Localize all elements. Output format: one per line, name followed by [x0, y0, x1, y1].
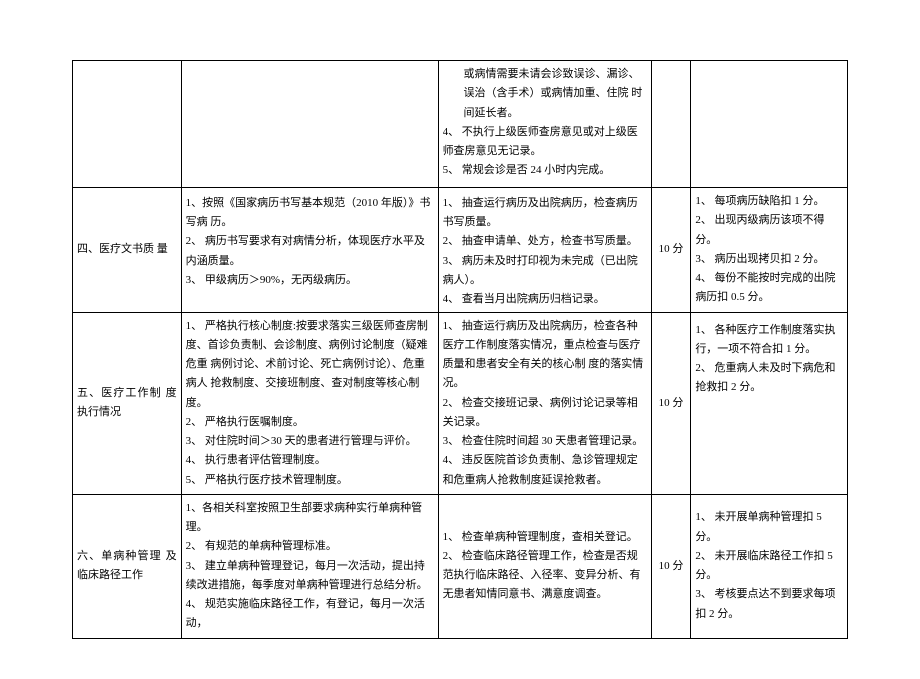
cell-index: 五、医疗工作制 度执行情况: [73, 312, 182, 494]
index-label: 六、单病种管理 及临床路径工作: [77, 550, 177, 581]
check-item: 4、 查看当月出院病历归档记录。: [443, 290, 647, 306]
check-item: 2、 抽查申请单、处方，检查书写质量。: [443, 232, 647, 251]
standard-item: 2、 严格执行医嘱制度。: [186, 413, 434, 432]
check-item: 1、 抽查运行病历及出院病历，检查各种医疗工作制度落实情况，重点检查与医疗质量和…: [443, 317, 647, 394]
cell-check: 或病情需要未请会诊致误诊、漏诊、误治（含手术）或病情加重、住院 时间延长者。 4…: [438, 61, 651, 188]
cell-deduct: 1、 各种医疗工作制度落实执行，一项不符合扣 1 分。 2、 危重病人未及时下病…: [691, 312, 848, 494]
standard-item: 4、 规范实施临床路径工作，有登记，每月一次活动，: [186, 595, 434, 634]
cell-check: 1、 检查单病种管理制度，查相关登记。 2、 检查临床路径管理工作，检查是否规范…: [438, 494, 651, 638]
index-label: 五、医疗工作制 度执行情况: [77, 387, 177, 418]
score-value: 10 分: [659, 560, 684, 572]
index-label: 四、医疗文书质 量: [77, 243, 168, 255]
standard-item: 3、 建立单病种管理登记，每月一次活动，提出持续改进措施，每季度对单病种管理进行…: [186, 557, 434, 596]
deduct-item: 3、 考核要点达不到要求每项扣 2 分。: [695, 585, 843, 624]
check-item: 2、 检查交接班记录、病例讨论记录等相关记录。: [443, 394, 647, 433]
cell-deduct: 1、 未开展单病种管理扣 5 分。 2、 未开展临床路径工作扣 5 分。 3、 …: [691, 494, 848, 638]
cell-index: [73, 61, 182, 188]
deduct-item: 2、 未开展临床路径工作扣 5 分。: [695, 547, 843, 586]
cell-standard: [181, 61, 438, 188]
table-row: 五、医疗工作制 度执行情况 1、 严格执行核心制度:按要求落实三级医师查房制度、…: [73, 312, 848, 494]
standard-item: 5、 严格执行医疗技术管理制度。: [186, 471, 434, 490]
deduct-item: 1、 各种医疗工作制度落实执行，一项不符合扣 1 分。: [695, 321, 843, 360]
score-value: 10 分: [659, 397, 684, 409]
check-item: 2、 检查临床路径管理工作，检查是否规范执行临床路径、入径率、变异分析、有无患者…: [443, 547, 647, 605]
score-value: 10 分: [659, 243, 684, 255]
cell-check: 1、 抽查运行病历及出院病历，检查病历书写质量。 2、 抽查申请单、处方，检查书…: [438, 188, 651, 313]
cell-score: 10 分: [651, 312, 691, 494]
check-item-text: 或病情需要未请会诊致误诊、漏诊、误治（含手术）或病情加重、住院 时间延长者。: [463, 68, 642, 119]
cell-score: [651, 61, 691, 188]
check-item-text: 4、 不执行上级医师查房意见或对上级医师查房意见无记录。: [443, 123, 647, 162]
standard-item: 4、 执行患者评估管理制度。: [186, 451, 434, 470]
standard-item: 2、 病历书写要求有对病情分析，体现医疗水平及内涵质量。: [186, 232, 434, 271]
cell-deduct: [691, 61, 848, 188]
standard-item: 3、 甲级病历＞90%，无丙级病历。: [186, 271, 434, 290]
check-item: 3、 病历未及时打印视为未完成（已出院病人）。: [443, 252, 647, 291]
cell-standard: 1、按照《国家病历书写基本规范（2010 年版）》书写病 历。 2、 病历书写要…: [181, 188, 438, 313]
cell-score: 10 分: [651, 494, 691, 638]
cell-standard: 1、各相关科室按照卫生部要求病种实行单病种管理。 2、 有规范的单病种管理标准。…: [181, 494, 438, 638]
deduct-item: 1、 未开展单病种管理扣 5 分。: [695, 508, 843, 547]
check-item: 1、 检查单病种管理制度，查相关登记。: [443, 528, 647, 547]
standard-item: 1、 严格执行核心制度:按要求落实三级医师查房制度、首诊负责制、会诊制度、病例讨…: [186, 317, 434, 413]
standard-item: 3、 对住院时间＞30 天的患者进行管理与评价。: [186, 432, 434, 451]
deduct-item: 3、 病历出现拷贝扣 2 分。: [695, 250, 843, 269]
standard-item: 1、按照《国家病历书写基本规范（2010 年版）》书写病 历。: [186, 194, 434, 233]
cell-score: 10 分: [651, 188, 691, 313]
cell-index: 六、单病种管理 及临床路径工作: [73, 494, 182, 638]
cell-deduct: 1、 每项病历缺陷扣 1 分。 2、 出现丙级病历该项不得分。 3、 病历出现拷…: [691, 188, 848, 313]
table-row: 六、单病种管理 及临床路径工作 1、各相关科室按照卫生部要求病种实行单病种管理。…: [73, 494, 848, 638]
check-item-text: 5、 常规会诊是否 24 小时内完成。: [443, 161, 647, 180]
deduct-item: 1、 每项病历缺陷扣 1 分。: [695, 192, 843, 211]
cell-standard: 1、 严格执行核心制度:按要求落实三级医师查房制度、首诊负责制、会诊制度、病例讨…: [181, 312, 438, 494]
cell-check: 1、 抽查运行病历及出院病历，检查各种医疗工作制度落实情况，重点检查与医疗质量和…: [438, 312, 651, 494]
check-item: 4、 违反医院首诊负责制、急诊管理规定和危重病人抢救制度延误抢救者。: [443, 451, 647, 490]
standard-item: 2、 有规范的单病种管理标准。: [186, 537, 434, 556]
standard-item: 1、各相关科室按照卫生部要求病种实行单病种管理。: [186, 499, 434, 538]
assessment-table: 或病情需要未请会诊致误诊、漏诊、误治（含手术）或病情加重、住院 时间延长者。 4…: [72, 60, 848, 639]
check-item: 1、 抽查运行病历及出院病历，检查病历书写质量。: [443, 194, 647, 233]
deduct-item: 2、 危重病人未及时下病危和抢救扣 2 分。: [695, 359, 843, 398]
check-item: 3、 检查住院时间超 30 天患者管理记录。: [443, 432, 647, 451]
deduct-item: 4、 每份不能按时完成的出院 病历扣 0.5 分。: [695, 269, 843, 308]
table-row: 四、医疗文书质 量 1、按照《国家病历书写基本规范（2010 年版）》书写病 历…: [73, 188, 848, 313]
table-row: 或病情需要未请会诊致误诊、漏诊、误治（含手术）或病情加重、住院 时间延长者。 4…: [73, 61, 848, 188]
cell-index: 四、医疗文书质 量: [73, 188, 182, 313]
deduct-item: 2、 出现丙级病历该项不得分。: [695, 211, 843, 250]
